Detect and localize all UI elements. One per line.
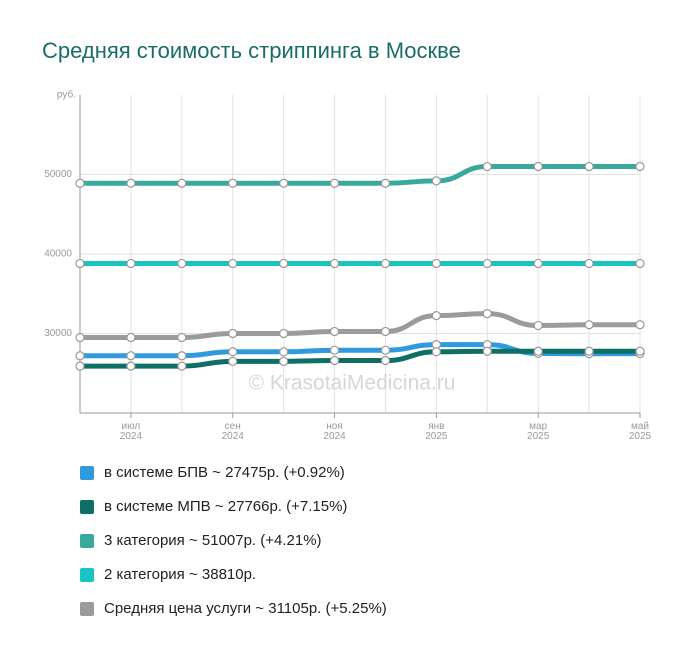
legend-label: в системе МПВ ~ 27766р. (+7.15%)	[104, 498, 348, 515]
chart-title: Средняя стоимость стриппинга в Москве	[42, 38, 461, 63]
y-axis-label: руб.	[57, 89, 76, 101]
legend-swatch	[80, 534, 94, 548]
x-tick-label: сен 2024	[221, 421, 244, 442]
point	[482, 161, 492, 172]
point	[380, 258, 391, 269]
point	[75, 361, 85, 371]
watermark: © KrasotaiMedicina.ru	[249, 372, 456, 395]
point	[635, 258, 645, 269]
point	[75, 351, 85, 361]
point	[126, 258, 136, 269]
point	[228, 328, 238, 339]
point	[431, 258, 441, 269]
legend-label: Средняя цена услуги ~ 31105р. (+5.25%)	[104, 600, 387, 617]
y-tick-label: 50000	[44, 169, 72, 180]
legend-swatch	[80, 602, 94, 616]
point	[584, 161, 594, 172]
x-tick-label: май 2025	[628, 421, 652, 442]
point	[533, 161, 543, 172]
point	[380, 178, 391, 188]
legend-label: 3 категория ~ 51007р. (+4.21%)	[104, 532, 322, 549]
legend-swatch	[80, 500, 94, 514]
legend-label: в системе БПВ ~ 27475р. (+0.92%)	[104, 464, 345, 481]
point	[329, 258, 340, 269]
x-tick-label: мар 2025	[527, 421, 550, 442]
legend-swatch	[80, 466, 94, 480]
point	[279, 258, 289, 269]
point	[177, 258, 187, 269]
point	[431, 347, 441, 357]
point	[279, 178, 289, 188]
point	[177, 178, 187, 188]
point	[431, 176, 441, 186]
point	[380, 345, 391, 355]
point	[380, 355, 391, 366]
y-tick-label: 40000	[44, 249, 72, 260]
legend-label: 2 категория ~ 38810р.	[104, 566, 257, 583]
point	[126, 178, 136, 188]
point	[329, 355, 340, 366]
series-line	[77, 348, 643, 369]
point	[431, 311, 441, 321]
point	[635, 161, 645, 172]
point	[228, 178, 238, 188]
point	[635, 346, 645, 356]
point	[279, 347, 289, 357]
point	[482, 258, 492, 269]
point	[228, 258, 238, 269]
point	[75, 258, 85, 269]
point	[228, 356, 238, 366]
point	[533, 258, 543, 269]
x-tick-label: июл 2024	[119, 421, 143, 442]
point	[279, 328, 289, 339]
point	[584, 346, 594, 356]
point	[482, 346, 492, 356]
point	[126, 332, 136, 343]
x-tick-label: ноя 2024	[323, 421, 346, 442]
point	[177, 351, 187, 361]
point	[533, 320, 543, 331]
point	[126, 361, 136, 371]
point	[329, 345, 340, 355]
point	[329, 326, 340, 337]
point	[177, 361, 187, 371]
point	[75, 332, 85, 343]
point	[584, 320, 594, 330]
point	[584, 258, 594, 269]
point	[329, 178, 340, 188]
point	[228, 347, 238, 357]
point	[126, 351, 136, 361]
legend-swatch	[80, 568, 94, 582]
point	[177, 332, 187, 343]
y-tick-label: 30000	[44, 328, 72, 339]
point	[380, 326, 391, 337]
point	[482, 309, 492, 319]
point	[279, 356, 289, 366]
point	[635, 320, 645, 330]
point	[75, 178, 85, 188]
point	[533, 346, 543, 356]
x-tick-label: янв 2025	[425, 421, 448, 442]
